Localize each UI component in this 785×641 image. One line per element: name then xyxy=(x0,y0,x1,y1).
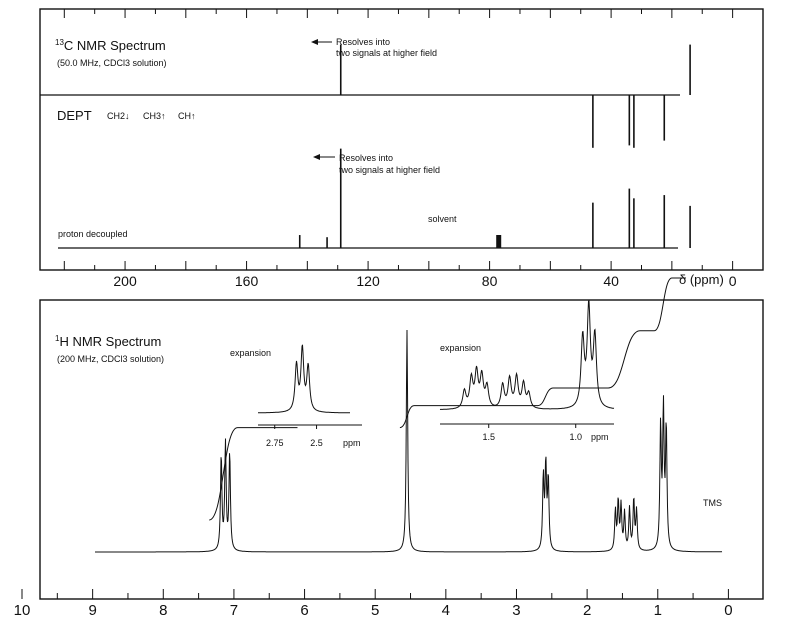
dept-legend-ch2: CH2↓ xyxy=(107,111,130,121)
h1-tick-label: 6 xyxy=(300,602,308,619)
c13-bottom-ticks xyxy=(63,261,764,270)
c13-tick-label: 0 xyxy=(729,273,737,289)
dept-annotation-line2: two signals at higher field xyxy=(336,48,437,58)
c13-frame xyxy=(39,8,764,271)
inset1-unit: ppm xyxy=(343,438,361,448)
inset1-ticks xyxy=(274,425,318,429)
dept-legend-ch3: CH3↑ xyxy=(143,111,166,121)
inset2-ticks xyxy=(488,424,577,428)
h1-spectrum-trace xyxy=(95,329,723,553)
c13-xlabel: δ (ppm) xyxy=(679,272,724,287)
inset2-trace xyxy=(439,299,615,410)
inset1-trace xyxy=(258,344,350,414)
inset2-unit: ppm xyxy=(591,432,609,442)
c13-tick-label: 40 xyxy=(603,273,619,289)
inset1-label: expansion xyxy=(230,348,271,358)
h1-title: 1H NMR Spectrum xyxy=(55,334,161,349)
c13-subtitle: (50.0 MHz, CDCl3 solution) xyxy=(57,58,167,68)
h1-tick-label: 4 xyxy=(442,602,450,619)
inset1-tick-label: 2.75 xyxy=(266,438,284,448)
solvent-label: solvent xyxy=(428,214,457,224)
c13-top-ticks xyxy=(63,9,764,18)
h1-integral-trace xyxy=(208,277,686,521)
h1-tick-label: 1 xyxy=(654,602,662,619)
h1-tick-label: 9 xyxy=(88,602,96,619)
dept-arrowhead xyxy=(311,39,318,45)
h1-panel: 1H NMR Spectrum (200 MHz, CDCl3 solution… xyxy=(14,277,764,619)
c13-tick-label: 120 xyxy=(356,273,380,289)
pd-annotation: Resolves into two signals at higher fiel… xyxy=(313,153,440,175)
c13-tick-label: 160 xyxy=(235,273,259,289)
dept-annotation: Resolves into two signals at higher fiel… xyxy=(311,37,437,58)
h1-tick-labels: 10 9 8 7 6 5 4 3 2 1 0 xyxy=(14,602,733,619)
h1-tick-label: 0 xyxy=(724,602,732,619)
dept-peaks xyxy=(339,44,691,148)
pd-label: proton decoupled xyxy=(58,229,128,239)
h1-tick-label: 7 xyxy=(230,602,238,619)
inset2-tick-label: 1.0 xyxy=(569,432,582,442)
c13-panel: 13C NMR Spectrum (50.0 MHz, CDCl3 soluti… xyxy=(39,8,764,289)
c13-title: 13C NMR Spectrum xyxy=(55,38,166,53)
dept-label: DEPT xyxy=(57,108,92,123)
inset2-label: expansion xyxy=(440,343,481,353)
inset2-tick-label: 1.5 xyxy=(482,432,495,442)
c13-tick-label: 200 xyxy=(113,273,137,289)
inset1-tick-label: 2.5 xyxy=(310,438,323,448)
c13-tick-label: 80 xyxy=(482,273,498,289)
h1-axis-ticks xyxy=(21,589,729,599)
h1-tick-label: 8 xyxy=(159,602,167,619)
solvent-mark xyxy=(496,235,502,248)
pd-annotation-line2: two signals at higher field xyxy=(339,165,440,175)
tms-label: TMS xyxy=(703,498,722,508)
inset-expansion-1: expansion 2.75 2.5 ppm xyxy=(230,344,362,448)
c13-tick-labels: 200 160 120 80 40 0 xyxy=(113,273,736,289)
inset-expansion-2: expansion 1.5 1.0 ppm xyxy=(439,299,615,442)
pd-arrowhead xyxy=(313,154,320,160)
h1-subtitle: (200 MHz, CDCl3 solution) xyxy=(57,354,164,364)
pd-annotation-line1: Resolves into xyxy=(339,153,393,163)
h1-frame xyxy=(39,299,764,600)
pd-peaks xyxy=(298,148,691,248)
h1-tick-label: 2 xyxy=(583,602,591,619)
dept-annotation-line1: Resolves into xyxy=(336,37,390,47)
h1-tick-label: 5 xyxy=(371,602,379,619)
h1-tick-label: 10 xyxy=(14,602,31,619)
dept-legend-ch: CH↑ xyxy=(178,111,196,121)
h1-tick-label: 3 xyxy=(512,602,520,619)
